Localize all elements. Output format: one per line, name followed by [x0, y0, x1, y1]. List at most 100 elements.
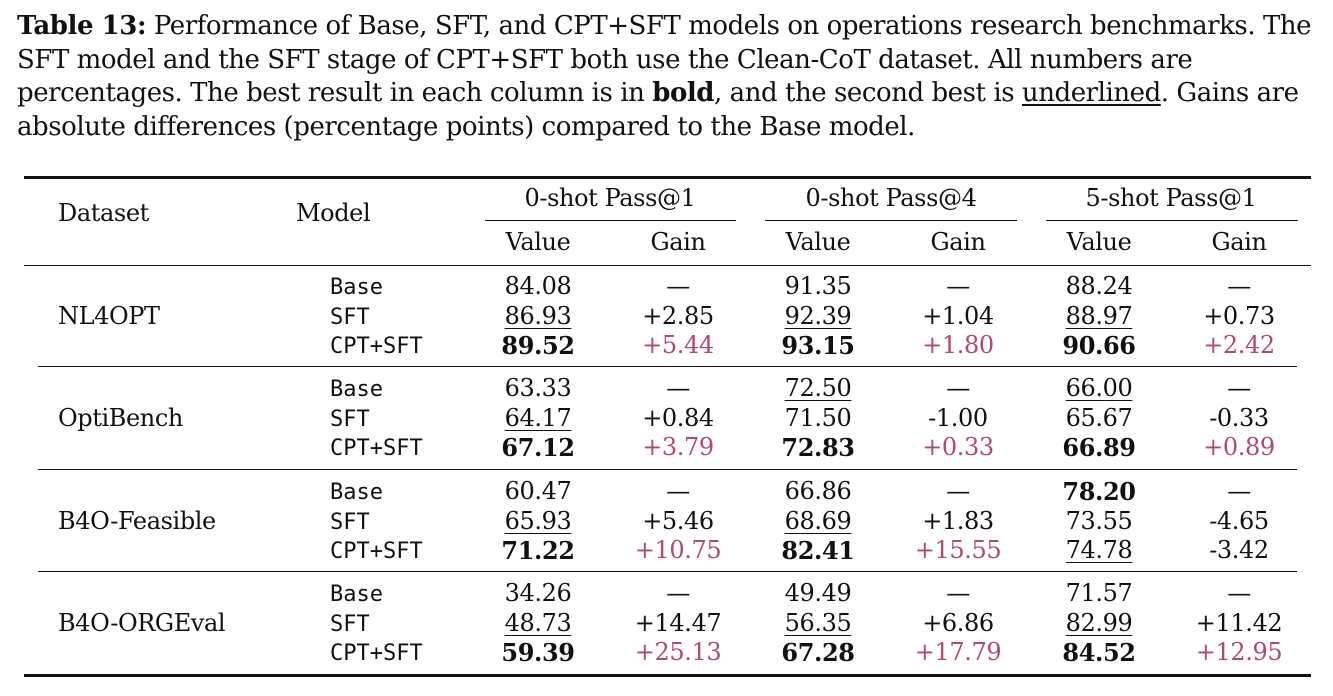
value-cell: 34.26 [504, 579, 572, 607]
gain-cell: +0.73 [1203, 301, 1275, 330]
model-name: CPT+SFT [330, 436, 423, 461]
value-cell: 66.86 [784, 477, 852, 505]
dataset-name: B4O-Feasible [58, 506, 216, 535]
value-cell: 56.35 [784, 608, 852, 637]
block-rule [38, 366, 1297, 368]
gain-cell: +3.79 [642, 433, 714, 461]
gain-cell: +25.13 [634, 638, 722, 666]
gain-cell: — [666, 579, 690, 607]
gain-cell: +17.79 [914, 638, 1002, 666]
caption-label: Table 13: [17, 11, 147, 41]
gain-cell: — [946, 477, 970, 505]
value-cell: 68.69 [784, 506, 852, 535]
value-cell: 66.89 [1062, 433, 1136, 462]
gain-cell: — [1227, 477, 1251, 505]
gain-cell: — [666, 272, 690, 300]
value-cell: 88.97 [1065, 301, 1133, 330]
value-cell: 84.08 [504, 272, 572, 300]
gain-cell: +1.83 [922, 506, 994, 535]
gain-cell: — [1227, 374, 1251, 402]
value-cell: 59.39 [501, 638, 575, 667]
value-cell: 78.20 [1062, 477, 1136, 506]
caption-underlined-word: underlined [1021, 78, 1161, 108]
value-cell: 49.49 [784, 579, 852, 607]
value-cell: 66.00 [1065, 374, 1133, 402]
group-header-0shot-pass4: 0-shot Pass@4 [805, 184, 977, 212]
gain-cell: +6.86 [922, 608, 994, 637]
value-cell: 91.35 [784, 272, 852, 300]
value-cell: 63.33 [504, 374, 572, 402]
value-cell: 88.24 [1065, 272, 1133, 300]
gain-cell: — [946, 272, 970, 300]
gain-cell: +5.46 [642, 506, 714, 535]
value-cell: 67.28 [781, 638, 855, 667]
model-name: CPT+SFT [330, 539, 423, 564]
value-cell: 65.93 [504, 506, 572, 535]
gain-cell: -1.00 [928, 403, 988, 432]
value-cell: 73.55 [1065, 506, 1133, 535]
value-cell: 74.78 [1065, 536, 1133, 564]
model-name: Base [330, 480, 383, 505]
caption-text-1: Performance of Base, SFT, and CPT+SFT mo… [17, 11, 1312, 108]
gain-cell: +14.47 [634, 608, 722, 637]
value-cell: 71.57 [1065, 579, 1133, 607]
subheader-value-3: Value [1066, 228, 1132, 256]
value-cell: 67.12 [501, 433, 575, 462]
top-rule [24, 176, 1311, 179]
value-cell: 72.83 [781, 433, 855, 462]
value-cell: 71.22 [501, 536, 575, 565]
value-cell: 82.99 [1065, 608, 1133, 637]
model-name: Base [330, 377, 383, 402]
group-rule-0shot-pass4 [765, 220, 1017, 222]
gain-cell: +0.84 [642, 403, 714, 432]
group-header-5shot-pass1: 5-shot Pass@1 [1085, 184, 1257, 212]
gain-cell: — [946, 374, 970, 402]
value-cell: 60.47 [504, 477, 572, 505]
group-rule-5shot-pass1 [1046, 220, 1298, 222]
block-rule [38, 571, 1297, 573]
gain-cell: — [1227, 579, 1251, 607]
dataset-name: OptiBench [58, 403, 183, 432]
gain-cell: +2.42 [1203, 331, 1275, 359]
table-caption: Table 13: Performance of Base, SFT, and … [17, 10, 1315, 144]
model-name: CPT+SFT [330, 334, 423, 359]
gain-cell: +0.89 [1203, 433, 1275, 461]
value-cell: 72.50 [784, 374, 852, 402]
value-cell: 92.39 [784, 301, 852, 330]
subheader-gain-3: Gain [1211, 228, 1267, 256]
gain-cell: -3.42 [1209, 536, 1269, 564]
gain-cell: +0.33 [922, 433, 994, 461]
value-cell: 71.50 [784, 403, 852, 432]
value-cell: 93.15 [781, 331, 855, 360]
gain-cell: -4.65 [1209, 506, 1269, 535]
dataset-name: NL4OPT [58, 301, 160, 330]
subheader-value-2: Value [785, 228, 851, 256]
value-cell: 84.52 [1062, 638, 1136, 667]
subheader-gain-2: Gain [930, 228, 986, 256]
caption-text-3: . Gains are absolute differences (percen… [17, 78, 1299, 142]
value-cell: 89.52 [501, 331, 575, 360]
value-cell: 82.41 [781, 536, 855, 565]
gain-cell: +5.44 [642, 331, 714, 359]
model-name: SFT [330, 406, 370, 432]
group-rule-0shot-pass1 [485, 220, 736, 222]
model-name: CPT+SFT [330, 641, 423, 666]
block-rule [38, 469, 1297, 471]
bottom-rule [24, 674, 1311, 677]
dataset-name: B4O-ORGEval [58, 608, 226, 637]
group-header-0shot-pass1: 0-shot Pass@1 [524, 184, 696, 212]
gain-cell: +1.04 [922, 301, 994, 330]
gain-cell: +12.95 [1195, 638, 1283, 666]
value-cell: 65.67 [1065, 403, 1133, 432]
value-cell: 48.73 [504, 608, 572, 637]
value-cell: 86.93 [504, 301, 572, 330]
model-name: Base [330, 582, 383, 607]
value-cell: 90.66 [1062, 331, 1136, 360]
gain-cell: +1.80 [922, 331, 994, 359]
model-name: SFT [330, 509, 370, 535]
subheader-gain-1: Gain [650, 228, 706, 256]
model-name: Base [330, 275, 383, 300]
header-dataset: Dataset [58, 199, 149, 227]
gain-cell: — [946, 579, 970, 607]
gain-cell: -0.33 [1209, 403, 1269, 432]
